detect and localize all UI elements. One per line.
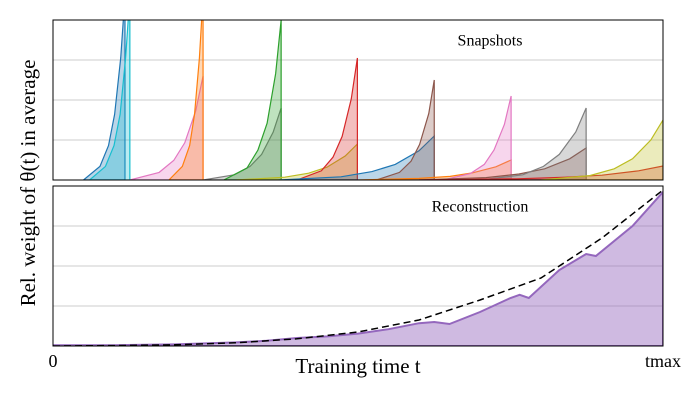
area (376, 79, 435, 180)
area (418, 165, 663, 180)
panel-frame (52, 185, 664, 347)
area (53, 190, 663, 346)
x-tick-label: 0 (49, 351, 58, 371)
y-axis-label: Rel. weight of θ(t) in average (16, 60, 40, 307)
area (296, 57, 358, 180)
x-tick-label: tmax (645, 351, 681, 371)
panel-frame (52, 19, 664, 181)
area (88, 20, 131, 180)
area (443, 95, 512, 180)
plot-area (53, 189, 663, 346)
x-axis-label: Training time t (295, 354, 420, 378)
area (540, 118, 663, 180)
plot-area (82, 20, 663, 180)
area (479, 107, 587, 180)
panel-title: Snapshots (458, 33, 523, 50)
area (168, 20, 204, 180)
area (223, 20, 282, 180)
panel-title: Reconstruction (432, 199, 529, 216)
line (53, 189, 663, 346)
